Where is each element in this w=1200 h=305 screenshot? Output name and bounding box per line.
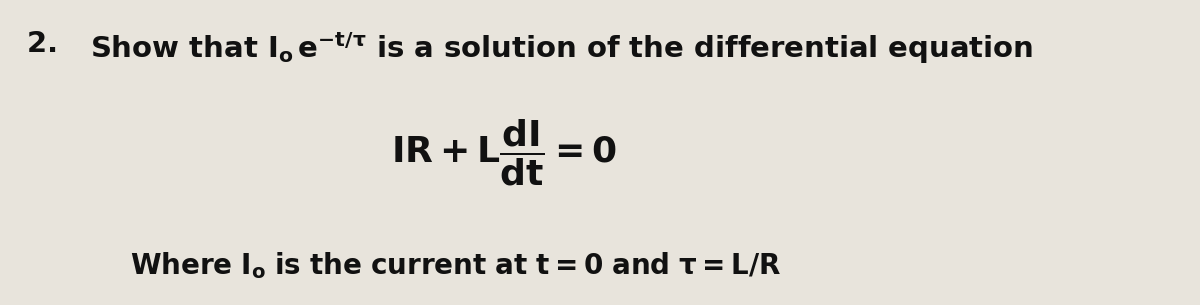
Text: Show that $\mathbf{I_o\, e^{-t/\tau}}$ is a solution of the differential equatio: Show that $\mathbf{I_o\, e^{-t/\tau}}$ i… <box>90 30 1033 66</box>
Text: $\mathbf{IR + L\dfrac{dI}{dt} = 0}$: $\mathbf{IR + L\dfrac{dI}{dt} = 0}$ <box>391 117 617 188</box>
Text: $\mathbf{Where\ I_o\ is\ the\ current\ at\ t = 0\ and\ \tau = L/R}$: $\mathbf{Where\ I_o\ is\ the\ current\ a… <box>131 250 781 281</box>
Text: $\bf{2.}$: $\bf{2.}$ <box>26 30 56 59</box>
